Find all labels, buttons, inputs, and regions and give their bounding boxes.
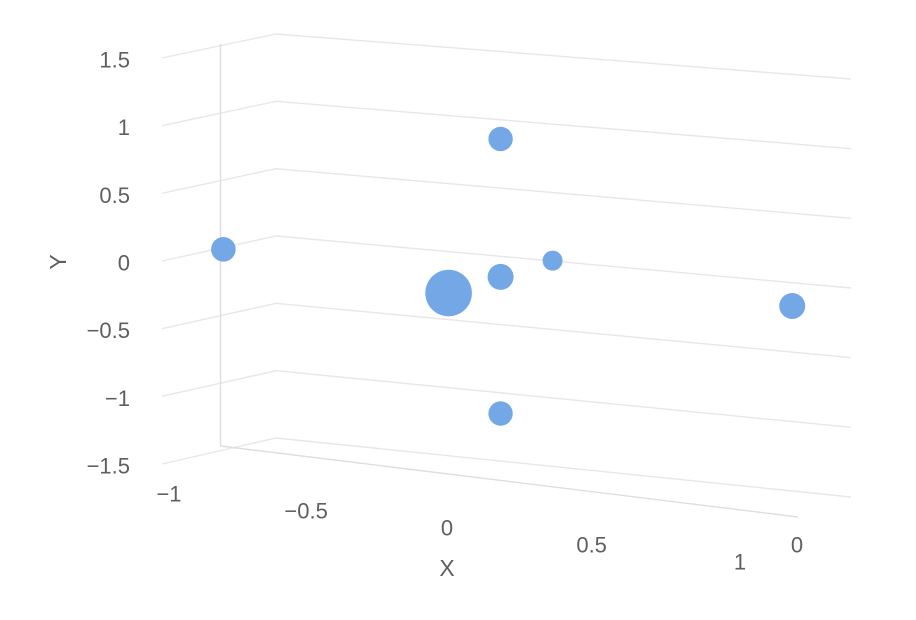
- y-gridline: [161, 302, 852, 359]
- bubble-point[interactable]: [487, 263, 514, 290]
- y-tick-label: −0.5: [87, 318, 130, 343]
- y-tick-label: 0: [118, 251, 130, 276]
- bubble-point[interactable]: [488, 126, 513, 152]
- y-tick-label: −1.5: [87, 454, 130, 479]
- x-tick-label: 1: [734, 550, 746, 575]
- bubble-point[interactable]: [542, 250, 563, 271]
- y-gridline: [161, 369, 852, 429]
- y-tick-label: 0.5: [99, 183, 130, 208]
- bubble-point[interactable]: [779, 292, 806, 319]
- y-tick-label: 1.5: [99, 48, 130, 73]
- x-axis-line: [220, 445, 799, 518]
- grid-layer: [161, 33, 852, 498]
- y-gridline: [161, 100, 852, 150]
- bubble-point[interactable]: [425, 269, 472, 317]
- x-tick-label: 0.5: [576, 533, 607, 558]
- bubble-series: [211, 126, 806, 426]
- bubble-point[interactable]: [488, 401, 513, 426]
- y-gridline: [161, 235, 852, 289]
- z-tick-label: 0: [791, 533, 803, 558]
- x-tick-label: −1: [156, 482, 181, 507]
- tick-label-layer: 1.5 1 0.5 0 −0.5 −1 −1.5 −1 −0.5 0 0.5 1 0: [87, 48, 804, 575]
- y-axis-title: Y: [45, 254, 71, 269]
- y-gridline: [161, 167, 852, 220]
- y-tick-label: 1: [118, 115, 130, 140]
- y-gridline: [161, 437, 852, 498]
- x-tick-label: 0: [441, 516, 453, 541]
- bubble-point[interactable]: [211, 237, 236, 262]
- y-tick-label: −1: [105, 386, 130, 411]
- y-gridline: [161, 33, 852, 80]
- x-axis-title: X: [439, 555, 454, 581]
- x-tick-label: −0.5: [284, 499, 327, 524]
